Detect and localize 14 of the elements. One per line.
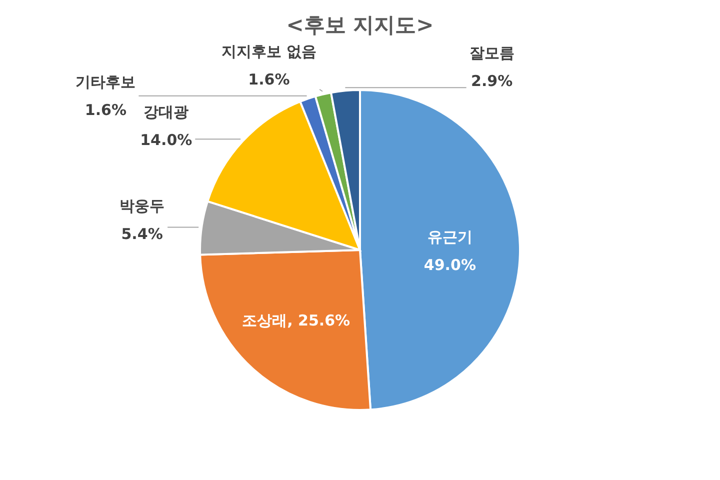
slice-label: 강대광	[144, 103, 189, 122]
data-label: 49.0%	[424, 256, 476, 274]
data-label: 2.9%	[471, 72, 513, 90]
chart-title: <후보 지지도>	[286, 13, 434, 37]
slice-label: 박웅두	[120, 196, 165, 215]
data-label: 1.6%	[84, 100, 126, 119]
data-label: 14.0%	[140, 131, 192, 150]
slice-label: 기타후보	[76, 72, 136, 91]
data-label: 1.6%	[248, 70, 290, 88]
data-label: 5.4%	[121, 224, 163, 243]
slice-label: 유근기	[427, 228, 472, 246]
slice-label: 잘모름	[469, 44, 514, 62]
slice-label: 조상래, 25.6%	[242, 311, 350, 330]
slice-label: 지지후보 없음	[221, 42, 317, 60]
